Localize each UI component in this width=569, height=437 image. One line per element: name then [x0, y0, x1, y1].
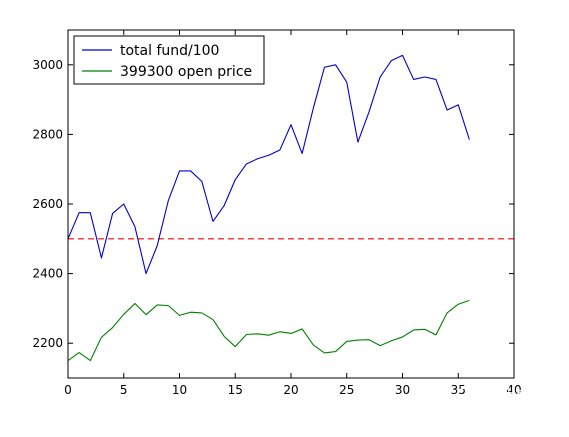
y-tick-label: 2800	[32, 127, 63, 141]
wechat-icon	[456, 387, 483, 408]
legend-label-1: 399300 open price	[120, 64, 252, 80]
y-tick-label: 2200	[32, 336, 63, 350]
x-tick-label: 10	[172, 383, 187, 397]
x-tick-label: 20	[283, 383, 298, 397]
legend-label-0: total fund/100	[120, 43, 219, 59]
x-tick-label: 5	[120, 383, 128, 397]
x-tick-label: 35	[451, 383, 466, 397]
plot-area	[68, 30, 514, 378]
y-tick-label: 2400	[32, 267, 63, 281]
series-line-1	[67, 299, 470, 362]
series-line-0	[67, 54, 470, 275]
y-axis-ticks: 2200 2400 2600 2800 3000	[32, 58, 514, 350]
x-tick-label: 30	[395, 383, 410, 397]
y-tick-label: 3000	[32, 58, 63, 72]
x-tick-label: 0	[64, 383, 72, 397]
y-tick-label: 2600	[32, 197, 63, 211]
legend: total fund/100 399300 open price	[73, 35, 265, 85]
series-layer	[67, 54, 470, 362]
legend-box	[73, 35, 265, 85]
x-tick-label: 25	[339, 383, 354, 397]
x-tick-label: 40	[506, 383, 521, 397]
watermark-text: 量化交易员	[487, 387, 557, 404]
watermark: 量化交易员	[456, 387, 557, 408]
x-tick-label: 15	[228, 383, 243, 397]
x-axis-ticks: 0 5 10 15 20 25 30 35 40	[64, 30, 522, 397]
